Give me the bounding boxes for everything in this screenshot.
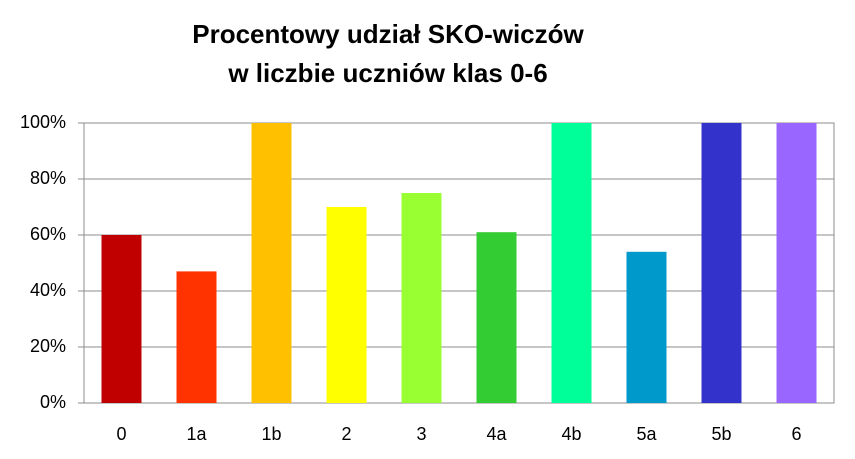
y-tick-label: 40%: [30, 280, 66, 300]
bar: [251, 123, 292, 403]
x-tick-label: 4a: [486, 424, 507, 444]
bar: [326, 207, 367, 403]
chart-title: Procentowy udział SKO-wiczów: [192, 19, 584, 49]
y-tick-label: 20%: [30, 336, 66, 356]
bar: [626, 251, 667, 403]
x-tick-label: 5a: [636, 424, 657, 444]
bar: [701, 123, 742, 403]
x-tick-label: 5b: [711, 424, 731, 444]
y-tick-label: 60%: [30, 224, 66, 244]
x-tick-label: 3: [416, 424, 426, 444]
y-tick-label: 80%: [30, 168, 66, 188]
bar: [551, 123, 592, 403]
x-tick-label: 0: [116, 424, 126, 444]
y-tick-label: 0%: [40, 392, 66, 412]
bar: [176, 271, 217, 403]
chart-title: w liczbie uczniów klas 0-6: [227, 58, 547, 88]
x-tick-label: 4b: [561, 424, 581, 444]
y-tick-label: 100%: [20, 112, 66, 132]
x-tick-label: 1b: [261, 424, 281, 444]
bar: [476, 232, 517, 403]
bar: [401, 193, 442, 403]
x-tick-label: 2: [341, 424, 351, 444]
x-tick-label: 6: [791, 424, 801, 444]
bar: [776, 123, 817, 403]
x-tick-label: 1a: [186, 424, 207, 444]
bar: [101, 235, 142, 403]
